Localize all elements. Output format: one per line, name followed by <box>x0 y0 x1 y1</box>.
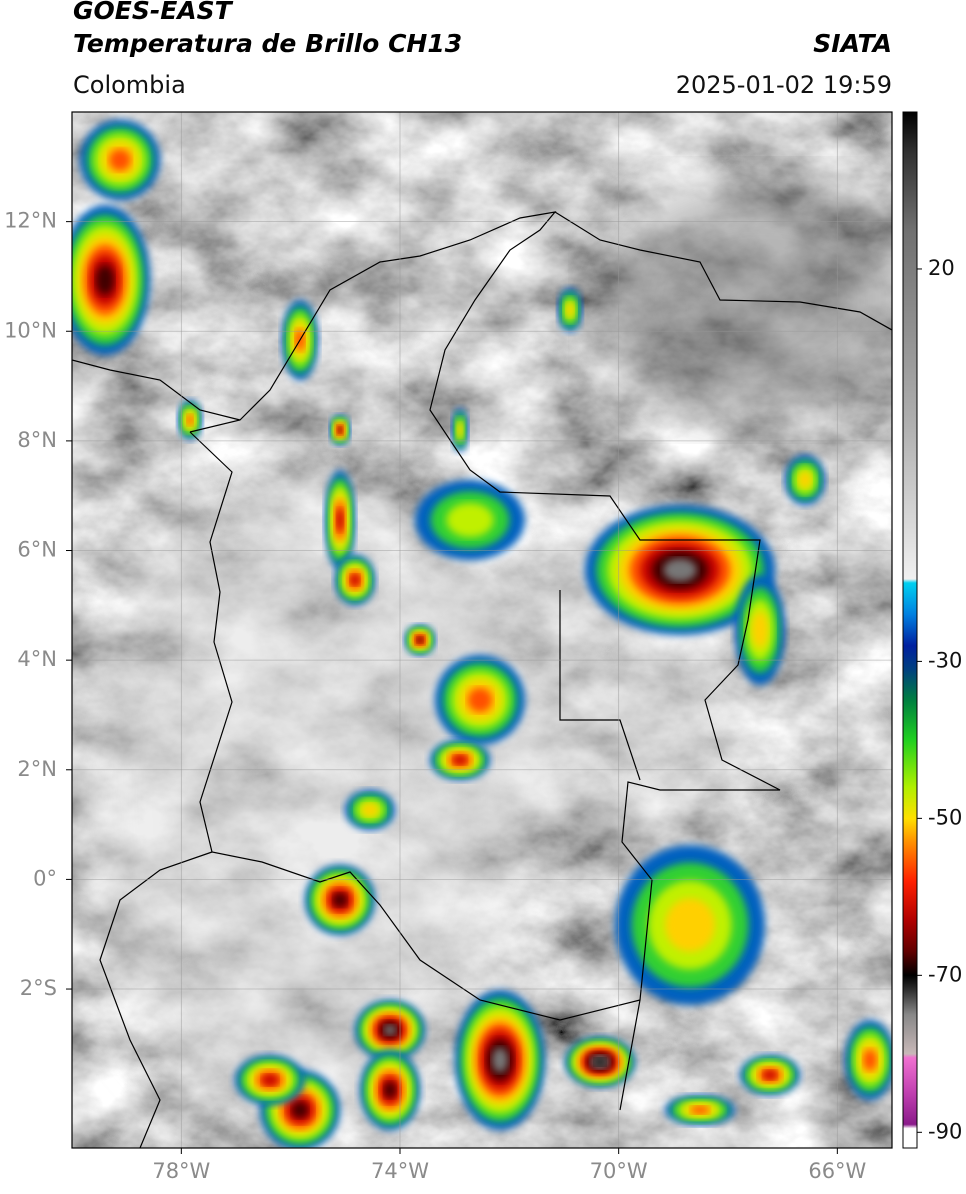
venezuela-coast <box>554 211 892 331</box>
datetime: 2025-01-02 19:59 <box>676 71 892 99</box>
storm-cell <box>492 1047 508 1073</box>
colorbar-label: -90 <box>928 1119 962 1143</box>
lat-tick-label: 0° <box>33 866 57 890</box>
lat-tick-label: 8°N <box>17 428 57 452</box>
storm-cell <box>109 149 131 171</box>
lat-tick-label: 4°N <box>17 647 57 671</box>
region: Colombia <box>73 71 186 99</box>
colorbar <box>902 111 918 1149</box>
colorbar-label: -70 <box>928 962 962 986</box>
borders <box>72 211 892 1148</box>
storm-cell <box>383 1024 397 1036</box>
colombia-border <box>189 211 781 1111</box>
storm-cell <box>338 427 342 433</box>
storm-cell <box>384 1082 396 1098</box>
storm-cell <box>361 803 379 817</box>
lon-tick-label: 66°W <box>808 1159 866 1183</box>
lon-tick-label: 70°W <box>590 1159 648 1183</box>
storm-cell <box>186 414 194 426</box>
lat-tick-label: 2°N <box>17 757 57 781</box>
storm-cell <box>665 898 715 952</box>
subtitle: Temperatura de Brillo CH13 <box>73 29 462 58</box>
storm-cell <box>96 265 114 295</box>
storm-cell <box>261 1074 279 1086</box>
storm-cell <box>467 687 493 713</box>
storm-cell <box>798 471 812 489</box>
storm-cell <box>566 302 574 318</box>
storm-cell <box>446 502 494 538</box>
storm-cell <box>751 611 769 649</box>
colorbar-label: 20 <box>928 256 955 280</box>
storm-cell <box>863 1049 877 1071</box>
storms <box>72 120 892 1148</box>
panama-coast <box>72 359 241 421</box>
storm-cell <box>763 1070 777 1080</box>
storm-cell <box>333 893 347 907</box>
title: GOES-EAST <box>73 0 234 25</box>
lat-tick-label: 10°N <box>4 318 57 342</box>
lat-tick-label: 12°N <box>4 209 57 233</box>
south-border <box>189 431 641 1021</box>
storm-cell <box>292 1102 308 1118</box>
colorbar-label: -50 <box>928 805 962 829</box>
storm-cell <box>594 1058 606 1066</box>
source: SIATA <box>813 29 892 58</box>
internal-border <box>559 590 641 781</box>
satellite-image <box>72 112 892 1148</box>
lon-tick-label: 74°W <box>371 1159 429 1183</box>
lat-tick-label: 6°N <box>17 538 57 562</box>
map-frame <box>71 111 893 1149</box>
storm-cell <box>457 422 463 438</box>
storm-cell <box>336 508 344 532</box>
storm-cell <box>350 574 360 586</box>
storm-cell <box>417 637 423 643</box>
pacific-coast <box>99 851 213 1148</box>
colorbar-label: -30 <box>928 648 962 672</box>
lon-tick-label: 78°W <box>152 1159 210 1183</box>
sea-dark <box>600 180 892 420</box>
storm-cell <box>663 558 697 582</box>
storm-cell <box>453 755 467 765</box>
storm-cell <box>690 1105 710 1115</box>
lat-tick-label: 2°S <box>20 976 57 1000</box>
